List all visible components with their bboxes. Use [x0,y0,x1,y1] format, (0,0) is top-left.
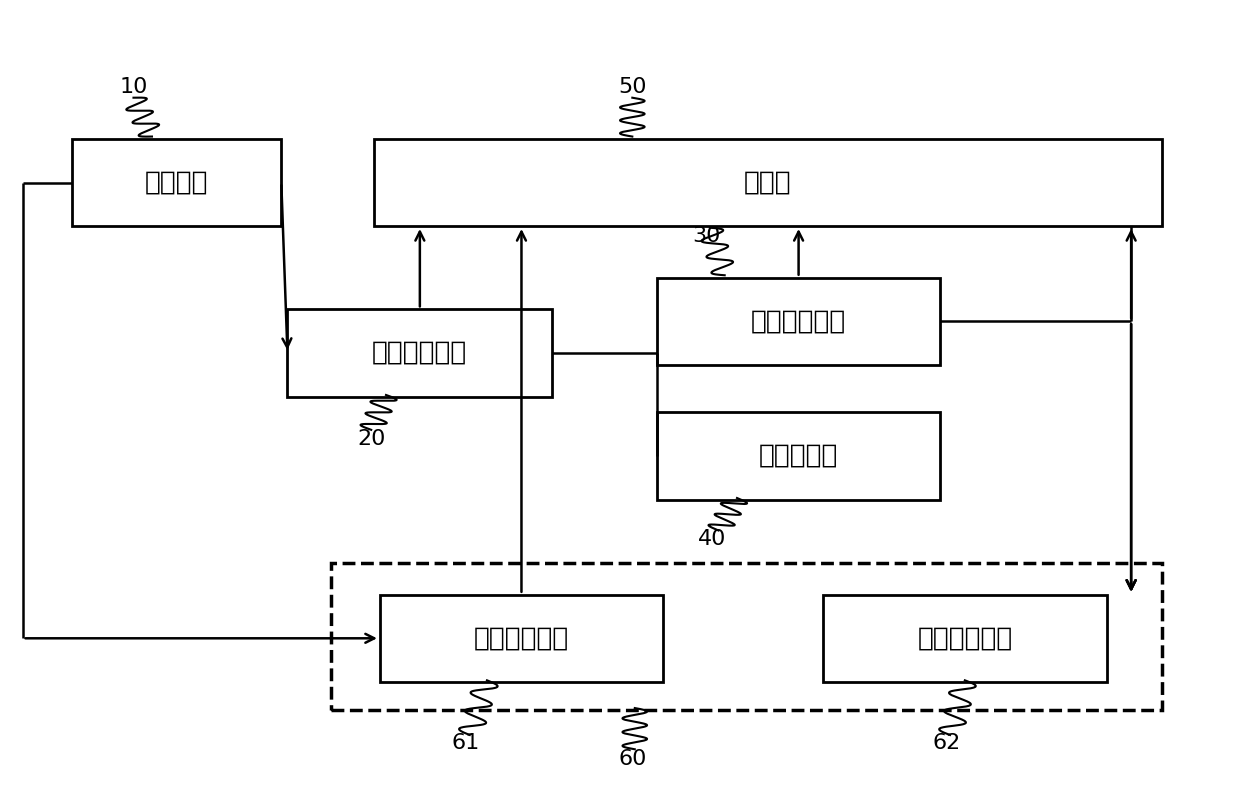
Text: 互联电路模型: 互联电路模型 [751,308,846,334]
Text: 60: 60 [618,749,646,769]
Text: 30: 30 [692,226,720,246]
Bar [373,139,1162,226]
Text: 激励模型: 激励模型 [145,170,208,195]
Text: 20: 20 [357,429,386,449]
Text: 功能模拟模型: 功能模拟模型 [372,340,467,366]
Bar [331,563,1162,710]
Text: 存储器模型: 存储器模型 [759,443,838,469]
Text: 计分板: 计分板 [744,170,791,195]
Text: 从机电路模块: 从机电路模块 [918,626,1013,651]
Text: 主机电路模块: 主机电路模块 [474,626,569,651]
Text: 61: 61 [451,733,480,753]
Bar [72,139,281,226]
Bar [379,594,663,682]
Bar [657,413,940,500]
Text: 62: 62 [932,733,961,753]
Bar [823,594,1106,682]
Bar [288,309,552,396]
Text: 40: 40 [698,529,727,549]
Bar [657,278,940,364]
Text: 50: 50 [618,78,646,98]
Text: 10: 10 [119,78,148,98]
